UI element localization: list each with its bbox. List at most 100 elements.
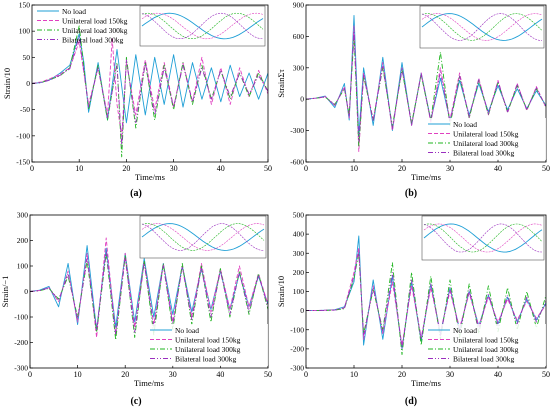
y-tick-label: 300 bbox=[293, 249, 305, 258]
legend-label: No load bbox=[175, 326, 199, 335]
y-tick-label: -200 bbox=[290, 344, 304, 353]
series-line-1 bbox=[30, 237, 268, 338]
y-tick-label: 900 bbox=[293, 1, 305, 10]
inset-series-3 bbox=[141, 223, 265, 251]
y-tick-label: 600 bbox=[293, 32, 305, 41]
inset-series-1 bbox=[141, 223, 265, 251]
legend-label: Unilateral load 150kg bbox=[62, 17, 128, 26]
inset-series-2 bbox=[141, 12, 264, 39]
panel-label: (a) bbox=[130, 188, 142, 199]
y-tick-label: 200 bbox=[17, 236, 29, 245]
x-tick-label: 40 bbox=[216, 370, 224, 379]
x-tick-label: 20 bbox=[398, 164, 406, 173]
panel-label: (d) bbox=[405, 396, 417, 407]
y-tick-label: 500 bbox=[293, 211, 305, 220]
series-line-3 bbox=[306, 30, 546, 142]
inset-series-3 bbox=[141, 12, 264, 40]
y-tick-label: 200 bbox=[293, 268, 305, 277]
inset-series-0 bbox=[141, 12, 264, 40]
y-tick-label: 0 bbox=[300, 306, 304, 315]
legend-label: Unilateral load 150kg bbox=[175, 336, 241, 345]
inset-series-3 bbox=[423, 223, 543, 253]
x-axis-label: Time/ms bbox=[411, 378, 441, 388]
legend-label: Unilateral load 300kg bbox=[453, 345, 519, 354]
plot-frame bbox=[305, 4, 547, 163]
x-tick-label: 10 bbox=[75, 164, 83, 173]
x-tick-label: 30 bbox=[446, 164, 454, 173]
inset-series-0 bbox=[423, 223, 543, 253]
y-tick-label: 300 bbox=[293, 63, 305, 72]
x-tick-label: 20 bbox=[122, 164, 130, 173]
inset-series-0 bbox=[421, 13, 543, 41]
y-tick-label: -600 bbox=[290, 158, 304, 167]
x-tick-label: 0 bbox=[304, 370, 308, 379]
legend-label: Unilateral load 300kg bbox=[453, 139, 519, 148]
legend-label: No load bbox=[453, 326, 477, 335]
series-line-2 bbox=[306, 252, 546, 356]
x-tick-label: 10 bbox=[350, 370, 358, 379]
y-tick-label: 0 bbox=[26, 79, 30, 88]
legend-label: Unilateral load 150kg bbox=[453, 130, 519, 139]
x-tick-label: 10 bbox=[74, 370, 82, 379]
y-tick-label: -100 bbox=[290, 325, 304, 334]
y-tick-label: 150 bbox=[19, 1, 31, 10]
legend-label: Bilateral load 300kg bbox=[453, 149, 514, 158]
x-tick-label: 50 bbox=[264, 370, 272, 379]
y-tick-label: -100 bbox=[16, 131, 30, 140]
x-tick-label: 40 bbox=[494, 370, 502, 379]
x-tick-label: 30 bbox=[446, 370, 454, 379]
y-tick-label: 100 bbox=[19, 27, 31, 36]
x-tick-label: 0 bbox=[30, 164, 34, 173]
inset-box bbox=[421, 215, 545, 261]
series-line-0 bbox=[32, 33, 268, 124]
y-tick-label: -100 bbox=[14, 313, 28, 322]
y-tick-label: 100 bbox=[293, 287, 305, 296]
panel-b: 0 10 20 30 40 50 -600 -300 0 300 600 900 Time/ms Stra… bbox=[276, 1, 550, 200]
x-tick-label: 10 bbox=[350, 164, 358, 173]
x-tick-label: 30 bbox=[169, 370, 177, 379]
panel-a: 0 10 20 30 40 50 -150 -100 -50 0 50 100 150 Time/ms St… bbox=[2, 1, 272, 200]
legend-label: Unilateral load 150kg bbox=[453, 336, 519, 345]
y-tick-label: 0 bbox=[24, 287, 28, 296]
series-line-3 bbox=[306, 250, 546, 350]
inset-box bbox=[139, 215, 267, 259]
inset-series-0 bbox=[141, 223, 265, 251]
y-tick-label: -200 bbox=[14, 338, 28, 347]
legend-label: No load bbox=[453, 120, 477, 129]
x-tick-label: 50 bbox=[264, 164, 272, 173]
y-tick-label: -300 bbox=[290, 364, 304, 373]
y-axis-label: Strain/10 bbox=[2, 68, 12, 99]
legend-label: No load bbox=[62, 7, 86, 16]
legend-label: Bilateral load 300kg bbox=[62, 36, 123, 45]
series-line-3 bbox=[30, 250, 268, 336]
x-tick-label: 30 bbox=[170, 164, 178, 173]
x-tick-label: 20 bbox=[398, 370, 406, 379]
y-tick-label: 50 bbox=[23, 53, 31, 62]
x-tick-label: 0 bbox=[304, 164, 308, 173]
inset-series-1 bbox=[423, 223, 543, 253]
panel-label: (c) bbox=[130, 396, 141, 407]
y-tick-label: 300 bbox=[17, 211, 29, 220]
x-tick-label: 50 bbox=[542, 164, 550, 173]
legend-label: Unilateral load 300kg bbox=[62, 26, 128, 35]
x-tick-label: 20 bbox=[121, 370, 129, 379]
y-tick-label: -150 bbox=[16, 158, 30, 167]
x-tick-label: 40 bbox=[494, 164, 502, 173]
x-axis-label: Time/ms bbox=[135, 172, 165, 182]
y-tick-label: -300 bbox=[290, 126, 304, 135]
x-axis-label: Time/ms bbox=[134, 378, 164, 388]
panel-c: 0 10 20 30 40 50 -300 -200 -100 0 100 200 300 Time/ms… bbox=[0, 211, 272, 408]
inset-series-2 bbox=[423, 223, 543, 253]
y-tick-label: -50 bbox=[20, 105, 30, 114]
inset-series-2 bbox=[141, 223, 265, 251]
y-tick-label: 100 bbox=[17, 262, 29, 271]
inset-box bbox=[419, 5, 545, 49]
y-axis-label: Strain/−1 bbox=[0, 276, 10, 308]
inset-series-1 bbox=[141, 12, 264, 40]
inset-series-3 bbox=[421, 13, 543, 41]
x-tick-label: 0 bbox=[28, 370, 32, 379]
y-tick-label: -300 bbox=[14, 364, 28, 373]
